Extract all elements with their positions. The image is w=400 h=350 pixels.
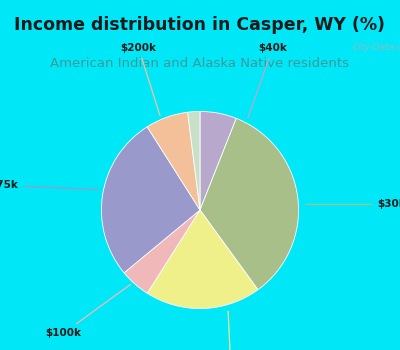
Text: Income distribution in Casper, WY (%): Income distribution in Casper, WY (%) <box>14 16 386 34</box>
Text: $40k: $40k <box>248 43 287 118</box>
Wedge shape <box>200 118 298 290</box>
Text: $200k: $200k <box>120 43 160 116</box>
Text: American Indian and Alaska Native residents: American Indian and Alaska Native reside… <box>50 57 350 70</box>
Text: $30k: $30k <box>306 199 400 209</box>
Wedge shape <box>102 127 200 273</box>
Text: $75k: $75k <box>0 180 99 190</box>
Text: City-Data.com: City-Data.com <box>353 43 400 52</box>
Text: $100k: $100k <box>45 285 130 338</box>
Wedge shape <box>147 112 200 210</box>
Wedge shape <box>147 210 258 309</box>
Wedge shape <box>124 210 200 293</box>
Text: $10k: $10k <box>217 312 246 350</box>
Wedge shape <box>188 111 200 210</box>
Wedge shape <box>200 111 236 210</box>
